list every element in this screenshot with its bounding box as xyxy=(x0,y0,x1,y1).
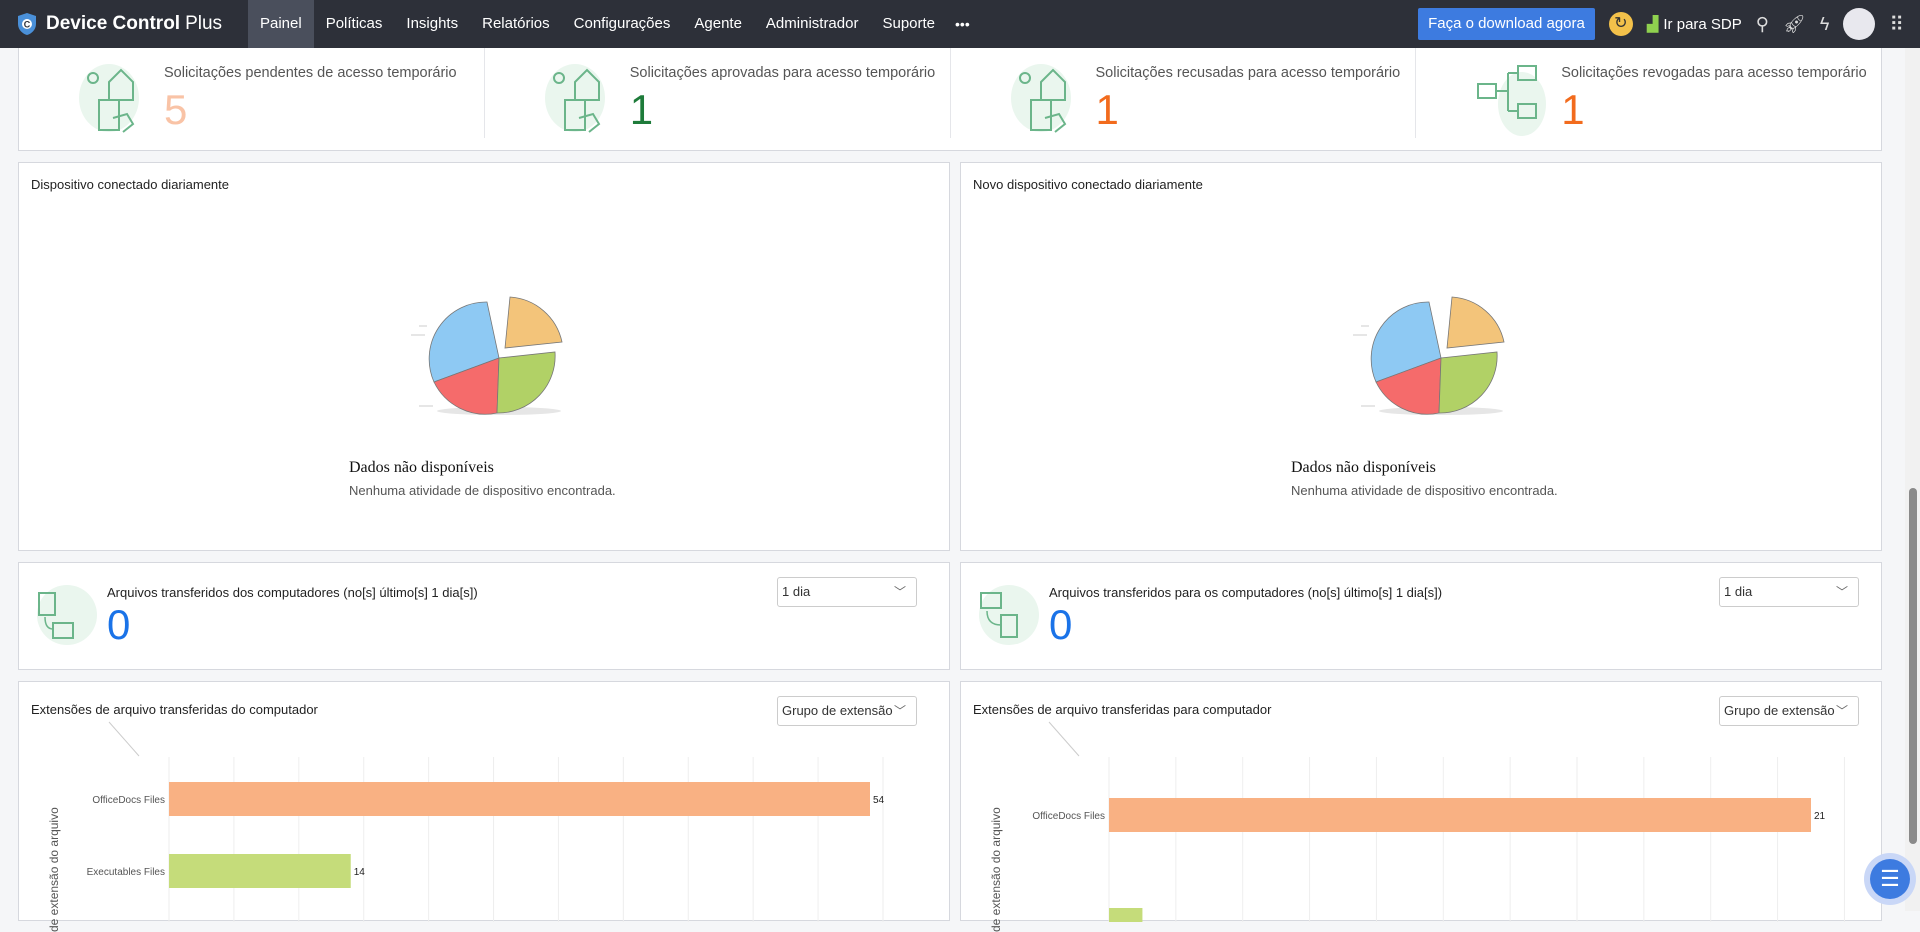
stat-value: 1 xyxy=(1095,86,1119,133)
bar[interactable] xyxy=(1109,798,1811,832)
value-label: 54 xyxy=(873,795,885,806)
brand-suffix: Plus xyxy=(185,13,223,34)
nav-item-politicas[interactable]: Políticas xyxy=(325,15,383,32)
daily-devices-card: Dispositivo conectado diariamente Dados … xyxy=(18,162,950,551)
sdp-label: Ir para SDP xyxy=(1663,15,1742,33)
no-data-subtitle: Nenhuma atividade de dispositivo encontr… xyxy=(1291,483,1558,498)
brand-logo[interactable]: C Device Control Plus xyxy=(16,12,248,36)
avatar[interactable] xyxy=(1843,8,1876,40)
menu-icon: ☰ xyxy=(1870,859,1910,899)
extensions-from-computer-card: Extensões de arquivo transferidas do com… xyxy=(18,681,950,932)
value-label: 14 xyxy=(354,867,366,878)
computer-to-file-icon xyxy=(979,585,1039,645)
extension-group-select[interactable]: Grupo de extensão ﹀ xyxy=(777,696,917,726)
access-request-icon xyxy=(544,64,605,133)
stat-title: Solicitações revogadas para acesso tempo… xyxy=(1561,65,1867,81)
page-scrollbar[interactable] xyxy=(1905,48,1920,911)
period-value: 1 dia xyxy=(782,584,811,599)
nav-item-agente[interactable]: Agente xyxy=(694,15,742,32)
stat-card[interactable]: Solicitações revogadas para acesso tempo… xyxy=(1416,48,1881,138)
chevron-down-icon: ﹀ xyxy=(1835,704,1848,718)
stat-title: Solicitações aprovadas para acesso tempo… xyxy=(629,65,936,81)
bar[interactable] xyxy=(169,782,870,816)
stat-value: 1 xyxy=(629,86,654,133)
select-value: Grupo de extensão xyxy=(1724,703,1835,718)
shield-logo-icon: C xyxy=(18,13,36,35)
chevron-down-icon: ﹀ xyxy=(893,704,906,718)
bar[interactable] xyxy=(1109,908,1143,922)
brand-name: Device Control xyxy=(46,13,181,34)
nav-item-painel[interactable]: Painel xyxy=(248,0,314,48)
empty-pie-illustration xyxy=(411,296,563,415)
period-select[interactable]: 1 dia ﹀ xyxy=(777,577,917,607)
stat-title: Solicitações pendentes de acesso temporá… xyxy=(164,65,457,81)
files-to-computers-card: Arquivos transferidos para os computador… xyxy=(960,562,1882,670)
nav-item-insights[interactable]: Insights xyxy=(406,15,459,32)
file-to-computer-icon xyxy=(37,585,97,645)
revoked-devices-icon xyxy=(1477,65,1547,136)
new-daily-devices-card: Novo dispositivo conectado diariamente D… xyxy=(960,162,1882,551)
period-select[interactable]: 1 dia ﹀ xyxy=(1719,577,1859,607)
scrollbar-thumb[interactable] xyxy=(1909,488,1917,844)
stat-title: Solicitações recusadas para acesso tempo… xyxy=(1095,65,1401,81)
category-label: OfficeDocs Files xyxy=(92,795,165,806)
top-nav: C Device Control Plus Painel Políticas Insi… xyxy=(0,0,1920,48)
chevron-down-icon: ﹀ xyxy=(893,585,906,599)
value-label: 21 xyxy=(1814,811,1826,822)
stat-card[interactable]: Solicitações pendentes de acesso temporá… xyxy=(19,48,485,138)
access-request-icon xyxy=(1010,64,1071,133)
category-label: Executables Files xyxy=(87,867,165,878)
extension-group-select[interactable]: Grupo de extensão ﹀ xyxy=(1719,696,1859,726)
more-menu[interactable]: ••• xyxy=(955,16,970,32)
sdp-icon: ▟ xyxy=(1646,16,1659,33)
chart-title: Extensões de arquivo transferidas para c… xyxy=(973,702,1272,717)
file-count: 0 xyxy=(1049,601,1073,648)
category-label: OfficeDocs Files xyxy=(1032,811,1105,822)
select-value: Grupo de extensão xyxy=(782,703,893,718)
stat-value: 1 xyxy=(1561,86,1585,133)
card-title: Novo dispositivo conectado diariamente xyxy=(973,177,1203,192)
lightning-icon[interactable]: ϟ xyxy=(1819,13,1830,34)
nav-item-administrador[interactable]: Administrador xyxy=(765,15,859,32)
stat-card[interactable]: Solicitações aprovadas para acesso tempo… xyxy=(485,48,951,138)
card-title: Arquivos transferidos para os computador… xyxy=(1049,585,1443,600)
sync-icon[interactable]: ↻ xyxy=(1608,12,1633,36)
period-value: 1 dia xyxy=(1724,584,1753,599)
extensions-to-computer-card: Extensões de arquivo transferidas para c… xyxy=(960,681,1882,932)
apps-grid-icon[interactable]: ⠿ xyxy=(1889,13,1904,36)
stat-value: 5 xyxy=(164,86,188,133)
quick-menu-button[interactable]: ☰ xyxy=(1864,853,1916,905)
go-to-sdp-link[interactable]: ▟ Ir para SDP xyxy=(1646,15,1742,34)
chart-title: Extensões de arquivo transferidas do com… xyxy=(31,702,318,717)
nav-item-relatorios[interactable]: Relatórios xyxy=(482,15,550,32)
card-title: Arquivos transferidos dos computadores (… xyxy=(107,585,478,600)
card-title: Dispositivo conectado diariamente xyxy=(31,177,229,192)
access-request-icon xyxy=(79,64,139,133)
nav-item-suporte[interactable]: Suporte xyxy=(882,15,936,32)
temporary-access-stats: Solicitações pendentes de acesso temporá… xyxy=(18,48,1882,151)
rocket-icon[interactable]: 🚀︎ xyxy=(1782,13,1806,34)
bar[interactable] xyxy=(169,854,351,888)
download-button[interactable]: Faça o download agora xyxy=(1418,8,1595,40)
bar-chart: OfficeDocs Files 21 xyxy=(1032,721,1845,922)
svg-text:C: C xyxy=(24,20,31,30)
bar-chart: OfficeDocs Files 54 Executables Files 14 xyxy=(87,721,885,922)
no-data-title: Dados não disponíveis xyxy=(349,459,494,476)
files-from-computers-card: Arquivos transferidos dos computadores (… xyxy=(18,562,950,670)
no-data-subtitle: Nenhuma atividade de dispositivo encontr… xyxy=(349,483,616,498)
chevron-down-icon: ﹀ xyxy=(1835,585,1848,599)
no-data-title: Dados não disponíveis xyxy=(1291,459,1436,476)
search-icon[interactable]: ⚲ xyxy=(1755,13,1769,34)
file-count: 0 xyxy=(107,601,131,648)
stat-card[interactable]: Solicitações recusadas para acesso tempo… xyxy=(951,48,1417,138)
empty-pie-illustration xyxy=(1353,296,1505,415)
nav-item-configuracoes[interactable]: Configurações xyxy=(573,15,671,32)
